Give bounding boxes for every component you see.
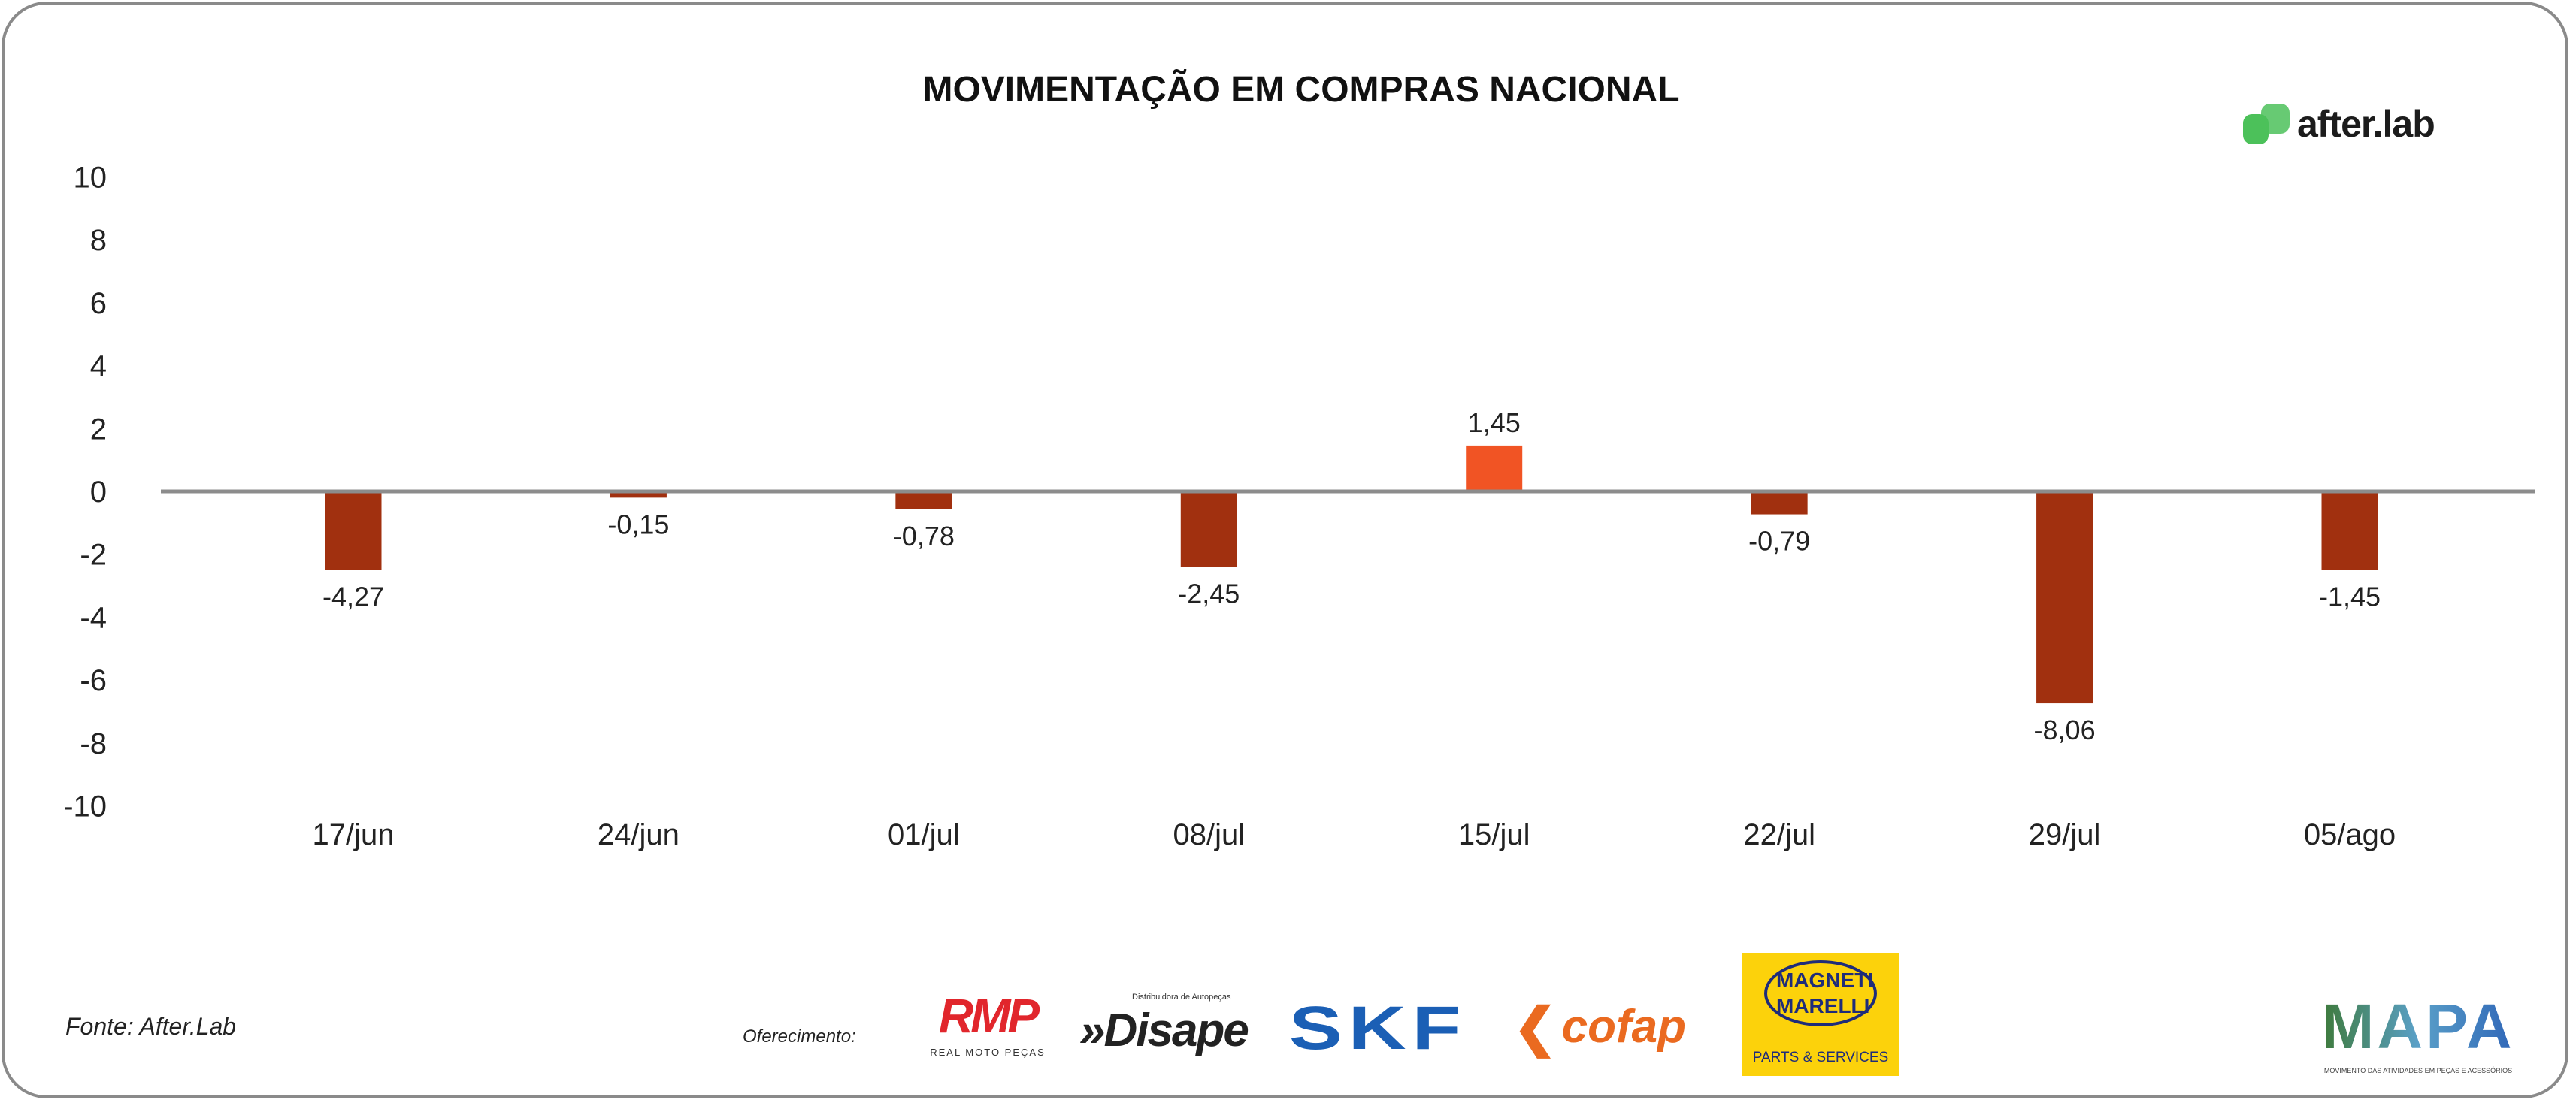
mapa-logo-subtext: MOVIMENTO DAS ATIVIDADES EM PEÇAS E ACES… bbox=[2323, 1067, 2513, 1074]
data-label: 1,45 bbox=[1468, 407, 1521, 438]
x-tick-label: 22/jul bbox=[1743, 818, 1815, 851]
y-tick-label: -4 bbox=[80, 601, 107, 634]
y-tick-label: -6 bbox=[80, 664, 107, 697]
data-label: -2,45 bbox=[1178, 578, 1240, 609]
x-tick-label: 29/jul bbox=[2029, 818, 2101, 851]
x-tick-label: 05/ago bbox=[2304, 818, 2396, 851]
x-tick-label: 17/jun bbox=[313, 818, 395, 851]
cofap-chevron-icon: ❮ bbox=[1512, 998, 1557, 1056]
x-tick-label: 15/jul bbox=[1458, 818, 1530, 851]
mapa-logo-text: MAPA bbox=[2321, 991, 2515, 1062]
bar bbox=[2321, 491, 2378, 570]
cofap-logo-text: cofap bbox=[1561, 1001, 1686, 1053]
y-tick-label: 10 bbox=[74, 162, 107, 195]
data-label: -1,45 bbox=[2319, 582, 2381, 612]
y-tick-label: 8 bbox=[90, 224, 107, 257]
y-tick-label: 2 bbox=[90, 412, 107, 446]
afterlab-logo-icon bbox=[2243, 104, 2290, 144]
disape-logo: Distribuidora de Autopeças »Disape bbox=[1079, 989, 1260, 1061]
skf-logo: SKF bbox=[1282, 993, 1473, 1064]
afterlab-logo: after.lab bbox=[2243, 102, 2435, 146]
y-tick-label: 4 bbox=[90, 350, 107, 383]
disape-logo-text: »Disape bbox=[1079, 1005, 1249, 1056]
bar bbox=[325, 491, 382, 570]
y-tick-label: -10 bbox=[63, 790, 107, 823]
x-tick-label: 08/jul bbox=[1173, 818, 1245, 851]
data-label: -0,79 bbox=[1748, 526, 1810, 557]
bar bbox=[610, 491, 667, 498]
rmp-logo: RMP REAL MOTO PEÇAS bbox=[920, 986, 1055, 1061]
disape-logo-subtext: Distribuidora de Autopeças bbox=[1132, 993, 1231, 1002]
source-note: Fonte: After.Lab bbox=[65, 1013, 237, 1040]
chart-title: MOVIMENTAÇÃO EM COMPRAS NACIONAL bbox=[922, 70, 1680, 110]
magneti-marelli-logo: MAGNETI MARELLI PARTS & SERVICES bbox=[1742, 953, 1899, 1076]
data-label: -0,78 bbox=[893, 521, 955, 551]
data-label: -8,06 bbox=[2034, 715, 2096, 745]
magneti-logo-subtext: PARTS & SERVICES bbox=[1752, 1050, 1889, 1065]
mapa-logo: MAPA MOVIMENTO DAS ATIVIDADES EM PEÇAS E … bbox=[2305, 989, 2531, 1076]
y-tick-label: -8 bbox=[80, 727, 107, 760]
rmp-logo-text: RMP bbox=[938, 989, 1040, 1043]
bar bbox=[1751, 491, 1808, 515]
bar bbox=[1466, 445, 1523, 491]
x-tick-label: 01/jul bbox=[888, 818, 960, 851]
bar bbox=[2036, 491, 2093, 704]
y-tick-label: 6 bbox=[90, 287, 107, 320]
rmp-logo-subtext: REAL MOTO PEÇAS bbox=[930, 1047, 1046, 1058]
afterlab-logo-text: after.lab bbox=[2297, 103, 2435, 145]
bar bbox=[1180, 491, 1237, 567]
cofap-logo: ❮ cofap bbox=[1487, 993, 1712, 1061]
magneti-logo-text: MAGNETI MARELLI bbox=[1764, 960, 1877, 1026]
x-tick-label: 24/jun bbox=[598, 818, 680, 851]
sponsor-label: Oferecimento: bbox=[743, 1026, 856, 1047]
bar bbox=[895, 491, 952, 509]
skf-logo-text: SKF bbox=[1288, 994, 1467, 1062]
data-label: -0,15 bbox=[607, 509, 669, 539]
y-tick-label: 0 bbox=[90, 476, 107, 509]
y-tick-label: -2 bbox=[80, 539, 107, 572]
data-label: -4,27 bbox=[322, 582, 384, 612]
